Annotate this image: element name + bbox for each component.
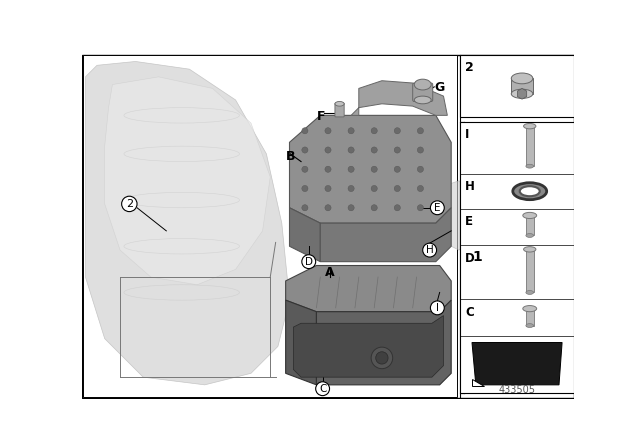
Polygon shape: [436, 181, 474, 250]
Circle shape: [348, 205, 354, 211]
Circle shape: [325, 128, 331, 134]
Polygon shape: [472, 379, 484, 386]
Circle shape: [394, 185, 401, 192]
Polygon shape: [285, 300, 316, 385]
FancyBboxPatch shape: [413, 83, 433, 102]
Circle shape: [431, 301, 444, 315]
Text: E: E: [465, 215, 473, 228]
Text: H: H: [465, 180, 475, 193]
Text: 433505: 433505: [498, 385, 535, 395]
Text: D: D: [305, 257, 313, 267]
Circle shape: [394, 147, 401, 153]
Circle shape: [325, 205, 331, 211]
Polygon shape: [86, 61, 289, 385]
Polygon shape: [105, 77, 270, 285]
FancyBboxPatch shape: [460, 55, 573, 117]
Text: D: D: [465, 252, 475, 265]
Circle shape: [371, 347, 393, 369]
Circle shape: [394, 128, 401, 134]
Circle shape: [302, 205, 308, 211]
FancyBboxPatch shape: [83, 55, 458, 397]
FancyBboxPatch shape: [526, 309, 534, 326]
FancyBboxPatch shape: [511, 78, 533, 94]
Text: I: I: [436, 303, 439, 313]
FancyBboxPatch shape: [526, 126, 534, 166]
Circle shape: [302, 128, 308, 134]
Polygon shape: [289, 116, 451, 223]
Ellipse shape: [335, 102, 344, 106]
Circle shape: [348, 128, 354, 134]
FancyBboxPatch shape: [526, 250, 534, 293]
Circle shape: [371, 205, 378, 211]
Ellipse shape: [526, 233, 534, 237]
Circle shape: [417, 185, 424, 192]
FancyBboxPatch shape: [83, 55, 573, 398]
Circle shape: [417, 166, 424, 172]
Circle shape: [371, 147, 378, 153]
Polygon shape: [293, 315, 444, 377]
Ellipse shape: [414, 79, 431, 90]
Ellipse shape: [524, 124, 536, 129]
Text: C: C: [319, 383, 326, 394]
Circle shape: [348, 185, 354, 192]
Circle shape: [348, 147, 354, 153]
Text: A: A: [325, 266, 335, 279]
Ellipse shape: [414, 96, 431, 104]
Circle shape: [302, 166, 308, 172]
Circle shape: [394, 205, 401, 211]
Text: 2: 2: [465, 61, 474, 74]
Ellipse shape: [523, 212, 537, 219]
Circle shape: [325, 185, 331, 192]
Ellipse shape: [523, 306, 537, 312]
Polygon shape: [320, 208, 451, 262]
Circle shape: [122, 196, 137, 211]
Circle shape: [371, 128, 378, 134]
Polygon shape: [285, 266, 451, 312]
Text: 2: 2: [126, 199, 133, 209]
Text: E: E: [434, 203, 440, 213]
Ellipse shape: [513, 183, 547, 200]
Text: F: F: [316, 110, 325, 123]
Ellipse shape: [526, 291, 534, 294]
Ellipse shape: [520, 186, 540, 196]
Text: B: B: [285, 150, 295, 163]
Text: 1: 1: [473, 250, 483, 264]
Polygon shape: [351, 81, 447, 116]
Ellipse shape: [511, 73, 533, 84]
Circle shape: [325, 166, 331, 172]
FancyBboxPatch shape: [460, 121, 573, 392]
FancyBboxPatch shape: [526, 215, 534, 236]
Circle shape: [394, 166, 401, 172]
Circle shape: [371, 166, 378, 172]
Ellipse shape: [526, 323, 534, 327]
Circle shape: [302, 185, 308, 192]
Ellipse shape: [526, 164, 534, 168]
Ellipse shape: [511, 89, 533, 99]
Text: H: H: [426, 245, 433, 255]
Text: I: I: [465, 128, 469, 141]
Ellipse shape: [524, 247, 536, 252]
FancyBboxPatch shape: [335, 103, 344, 117]
Circle shape: [431, 201, 444, 215]
Circle shape: [371, 185, 378, 192]
Circle shape: [325, 147, 331, 153]
Circle shape: [422, 243, 436, 257]
Circle shape: [417, 128, 424, 134]
Circle shape: [302, 255, 316, 269]
Polygon shape: [316, 300, 451, 385]
Polygon shape: [289, 208, 320, 262]
Polygon shape: [472, 343, 562, 385]
Circle shape: [348, 166, 354, 172]
Circle shape: [316, 382, 330, 396]
Circle shape: [417, 205, 424, 211]
Text: G: G: [435, 81, 445, 94]
Circle shape: [376, 352, 388, 364]
Text: C: C: [465, 306, 474, 319]
Circle shape: [302, 147, 308, 153]
Circle shape: [417, 147, 424, 153]
